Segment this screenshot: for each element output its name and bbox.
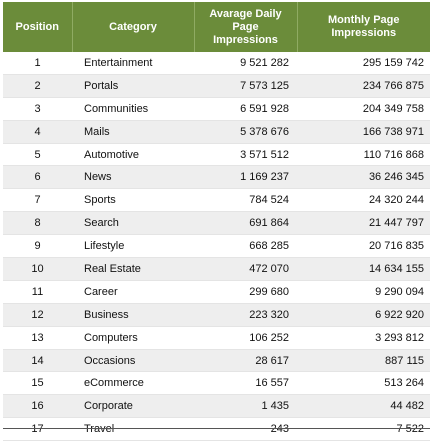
table-row: 3 Communities 6 591 928 204 349 758 (3, 97, 430, 121)
table-body: 1 Entertainment 9 521 282 295 159 742 2 Porta… (3, 52, 430, 441)
cell-average-daily: 7 573 125 (194, 74, 297, 98)
cell-monthly: 166 738 971 (297, 120, 430, 144)
cell-category: Business (72, 303, 194, 327)
table-row: 4 Mails 5 378 676 166 738 971 (3, 120, 430, 144)
table-row: 11 Career 299 680 9 290 094 (3, 280, 430, 304)
header-position: Position (3, 2, 73, 52)
cell-monthly: 513 264 (297, 371, 430, 396)
cell-category: Occasions (72, 349, 194, 373)
cell-position: 6 (3, 165, 72, 190)
cell-monthly: 21 447 797 (297, 211, 430, 236)
table-header: Position Category Avarage Daily Page Imp… (3, 2, 430, 52)
cell-monthly: 887 115 (297, 349, 430, 373)
table-row: 12 Business 223 320 6 922 920 (3, 303, 430, 327)
cell-monthly: 7 522 (297, 417, 430, 441)
cell-average-daily: 6 591 928 (194, 97, 297, 121)
cell-position: 2 (3, 74, 72, 98)
cell-position: 1 (3, 52, 72, 75)
cell-monthly: 204 349 758 (297, 97, 430, 121)
cell-average-daily: 28 617 (194, 349, 297, 373)
cell-position: 13 (3, 326, 72, 350)
table-row: 15 eCommerce 16 557 513 264 (3, 371, 430, 396)
cell-position: 4 (3, 120, 72, 144)
cell-category: Portals (72, 74, 194, 98)
cell-category: Automotive (72, 143, 194, 167)
table-row: 6 News 1 169 237 36 246 345 (3, 165, 430, 190)
table-row: 8 Search 691 864 21 447 797 (3, 211, 430, 236)
cell-category: Computers (72, 326, 194, 350)
cell-average-daily: 1 435 (194, 394, 297, 419)
cell-monthly: 3 293 812 (297, 326, 430, 350)
table-row: 14 Occasions 28 617 887 115 (3, 349, 430, 373)
header-category: Category (72, 2, 195, 52)
cell-position: 5 (3, 143, 72, 167)
cell-position: 9 (3, 234, 72, 259)
cell-category: News (72, 165, 194, 190)
cell-average-daily: 106 252 (194, 326, 297, 350)
cell-position: 8 (3, 211, 72, 236)
cell-position: 12 (3, 303, 72, 327)
cell-category: eCommerce (72, 371, 194, 396)
cell-position: 10 (3, 257, 72, 281)
cell-average-daily: 223 320 (194, 303, 297, 327)
cell-monthly: 6 922 920 (297, 303, 430, 327)
cell-monthly: 110 716 868 (297, 143, 430, 167)
cell-category: Mails (72, 120, 194, 144)
cell-average-daily: 668 285 (194, 234, 297, 259)
cell-average-daily: 5 378 676 (194, 120, 297, 144)
table-row: 16 Corporate 1 435 44 482 (3, 394, 430, 419)
cell-position: 15 (3, 371, 72, 396)
cell-category: Real Estate (72, 257, 194, 281)
cell-category: Communities (72, 97, 194, 121)
table-row: 7 Sports 784 524 24 320 244 (3, 188, 430, 213)
cell-monthly: 14 634 155 (297, 257, 430, 281)
table-row: 10 Real Estate 472 070 14 634 155 (3, 257, 430, 281)
table-row: 9 Lifestyle 668 285 20 716 835 (3, 234, 430, 259)
cell-average-daily: 472 070 (194, 257, 297, 281)
table-row: 5 Automotive 3 571 512 110 716 868 (3, 143, 430, 167)
cell-monthly: 9 290 094 (297, 280, 430, 304)
cell-category: Sports (72, 188, 194, 213)
cell-average-daily: 9 521 282 (194, 52, 297, 75)
cell-category: Career (72, 280, 194, 304)
cell-average-daily: 16 557 (194, 371, 297, 396)
cell-category: Lifestyle (72, 234, 194, 259)
cell-position: 14 (3, 349, 72, 373)
header-average-daily: Avarage Daily Page Impressions (194, 2, 298, 52)
cell-average-daily: 691 864 (194, 211, 297, 236)
cell-category: Search (72, 211, 194, 236)
impressions-table: Position Category Avarage Daily Page Imp… (3, 2, 430, 441)
cell-position: 11 (3, 280, 72, 304)
table-bottom-rule (3, 428, 430, 429)
cell-average-daily: 299 680 (194, 280, 297, 304)
cell-position: 7 (3, 188, 72, 213)
cell-position: 17 (3, 417, 72, 441)
header-monthly: Monthly Page Impressions (297, 2, 430, 52)
cell-category: Entertainment (72, 52, 194, 75)
cell-category: Corporate (72, 394, 194, 419)
cell-position: 3 (3, 97, 72, 121)
cell-position: 16 (3, 394, 72, 419)
cell-monthly: 20 716 835 (297, 234, 430, 259)
table-row: 17 Travel 243 7 522 (3, 417, 430, 441)
cell-monthly: 44 482 (297, 394, 430, 419)
cell-monthly: 36 246 345 (297, 165, 430, 190)
cell-average-daily: 1 169 237 (194, 165, 297, 190)
table-row: 2 Portals 7 573 125 234 766 875 (3, 74, 430, 98)
cell-average-daily: 3 571 512 (194, 143, 297, 167)
header-row: Position Category Avarage Daily Page Imp… (3, 2, 430, 52)
table-row: 13 Computers 106 252 3 293 812 (3, 326, 430, 350)
cell-category: Travel (72, 417, 194, 441)
table-row: 1 Entertainment 9 521 282 295 159 742 (3, 52, 430, 75)
cell-monthly: 234 766 875 (297, 74, 430, 98)
cell-monthly: 295 159 742 (297, 52, 430, 75)
cell-average-daily: 784 524 (194, 188, 297, 213)
cell-monthly: 24 320 244 (297, 188, 430, 213)
cell-average-daily: 243 (194, 417, 297, 441)
